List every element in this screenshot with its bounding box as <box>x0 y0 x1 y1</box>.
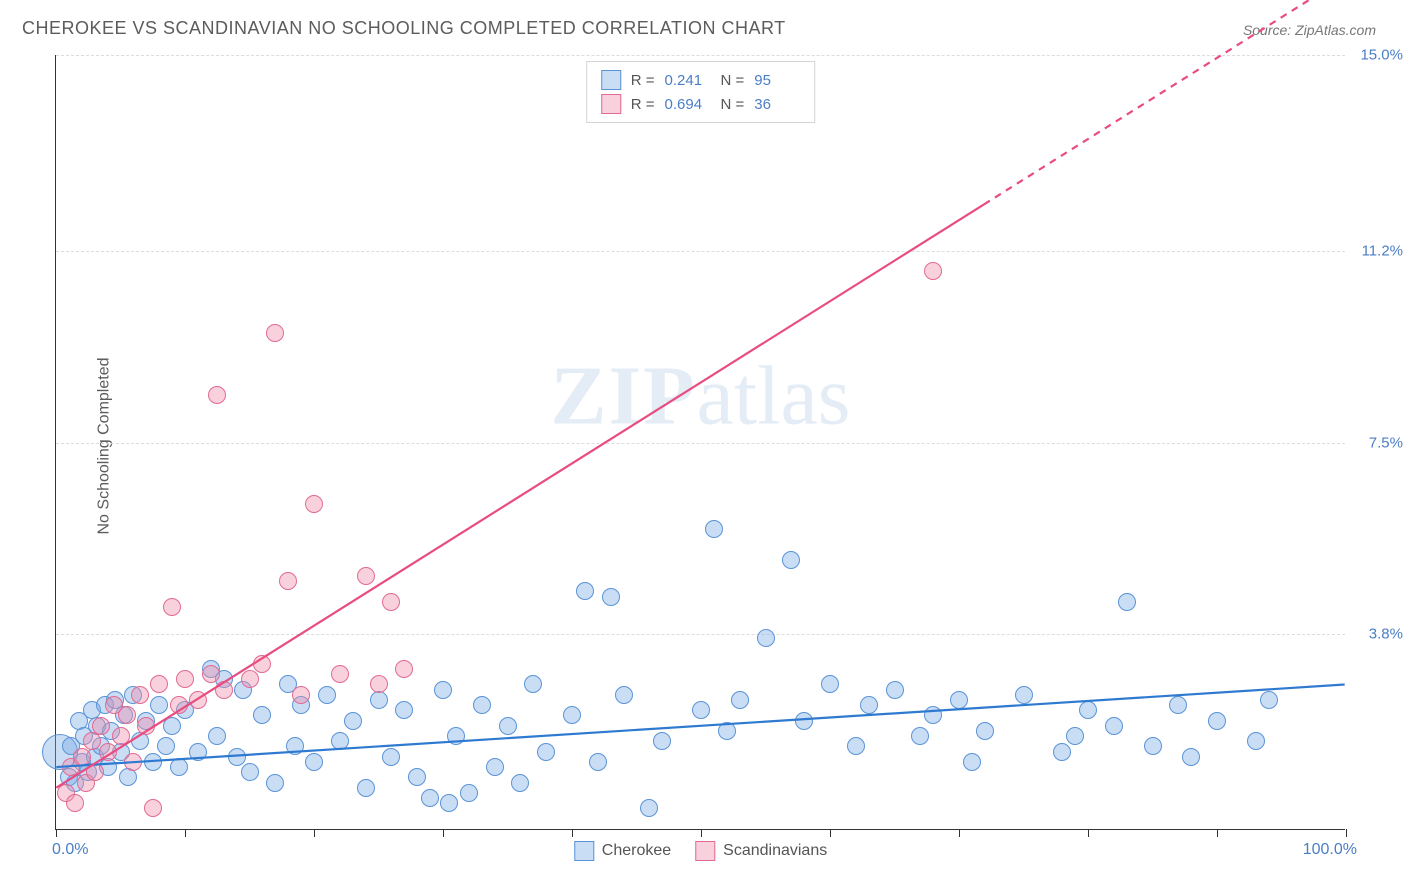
x-tick <box>572 829 573 837</box>
x-axis-max-label: 100.0% <box>1303 841 1357 859</box>
legend-swatch <box>601 94 621 114</box>
y-tick-label: 3.8% <box>1369 625 1403 642</box>
legend-n-value: 95 <box>754 72 800 89</box>
legend-swatch <box>574 841 594 861</box>
legend-series-label: Scandinavians <box>723 842 827 860</box>
x-tick <box>314 829 315 837</box>
legend-swatch <box>601 70 621 90</box>
legend-series: Cherokee Scandinavians <box>574 841 827 861</box>
chart-title: CHEROKEE VS SCANDINAVIAN NO SCHOOLING CO… <box>22 18 786 39</box>
x-tick <box>959 829 960 837</box>
x-tick <box>443 829 444 837</box>
legend-stats-row: R = 0.241 N = 95 <box>601 68 801 92</box>
y-tick-label: 7.5% <box>1369 434 1403 451</box>
legend-series-item: Cherokee <box>574 841 671 861</box>
x-tick <box>185 829 186 837</box>
legend-swatch <box>695 841 715 861</box>
trend-line <box>56 204 984 787</box>
y-tick-label: 11.2% <box>1362 243 1403 260</box>
legend-stats-row: R = 0.694 N = 36 <box>601 92 801 116</box>
trend-line <box>56 685 1344 768</box>
x-tick <box>1088 829 1089 837</box>
legend-n-label: N = <box>721 72 745 89</box>
legend-r-label: R = <box>631 96 655 113</box>
x-axis-min-label: 0.0% <box>52 841 88 859</box>
x-tick <box>56 829 57 837</box>
legend-series-item: Scandinavians <box>695 841 827 861</box>
legend-r-value: 0.241 <box>665 72 711 89</box>
plot-area: ZIPatlas R =0.241N =95R =0.694N =36 0.0%… <box>55 55 1345 830</box>
x-tick <box>1346 829 1347 837</box>
x-tick <box>1217 829 1218 837</box>
legend-stats-box: R = 0.241 N = 95 R = 0.694 N = 36 <box>586 61 816 123</box>
legend-n-label: N = <box>721 96 745 113</box>
legend-r-label: R = <box>631 72 655 89</box>
legend-series-label: Cherokee <box>602 842 671 860</box>
y-tick-label: 15.0% <box>1360 47 1403 64</box>
legend-n-value: 36 <box>754 96 800 113</box>
trend-lines <box>56 55 1345 829</box>
x-tick <box>701 829 702 837</box>
x-tick <box>830 829 831 837</box>
legend-r-value: 0.694 <box>665 96 711 113</box>
